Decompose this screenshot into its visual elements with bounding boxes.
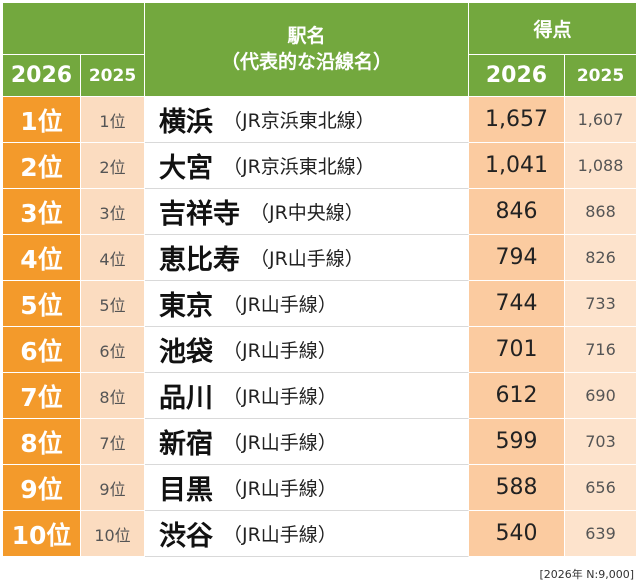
table-row: 8位 7位 新宿 （JR山手線） 599 703 [3, 419, 637, 465]
station-cell: 品川 （JR山手線） [145, 373, 469, 419]
rank-2025-cell: 7位 [81, 419, 145, 465]
station-name: 東京 [159, 291, 213, 322]
station-header: 駅名 （代表的な沿線名） [145, 3, 469, 97]
table-row: 9位 9位 目黒 （JR山手線） 588 656 [3, 465, 637, 511]
score-2026-cell: 588 [469, 465, 565, 511]
rank-2025-cell: 8位 [81, 373, 145, 419]
rank-2025-cell: 9位 [81, 465, 145, 511]
station-line: （JR山手線） [223, 340, 337, 362]
rank-2026-cell: 6位 [3, 327, 81, 373]
station-header-subtitle: （代表的な沿線名） [220, 50, 392, 73]
table-header: 駅名 （代表的な沿線名） 得点 2026 2025 2026 2025 [3, 3, 637, 97]
station-cell: 目黒 （JR山手線） [145, 465, 469, 511]
rank-2026-cell: 7位 [3, 373, 81, 419]
table-row: 2位 2位 大宮 （JR京浜東北線） 1,041 1,088 [3, 143, 637, 189]
score-2025-header: 2025 [565, 55, 637, 97]
table-body: 1位 1位 横浜 （JR京浜東北線） 1,657 1,607 2位 2位 大宮 （JR京浜東北線）… [3, 97, 637, 557]
score-2026-header: 2026 [469, 55, 565, 97]
score-2026-cell: 701 [469, 327, 565, 373]
score-2025-cell: 690 [565, 373, 637, 419]
rank-2025-cell: 2位 [81, 143, 145, 189]
rank-2025-cell: 3位 [81, 189, 145, 235]
rank-2025-header: 2025 [81, 55, 145, 97]
station-name: 横浜 [159, 107, 213, 138]
station-cell: 吉祥寺 （JR中央線） [145, 189, 469, 235]
station-cell: 渋谷 （JR山手線） [145, 511, 469, 557]
score-2025-cell: 703 [565, 419, 637, 465]
ranking-table: 駅名 （代表的な沿線名） 得点 2026 2025 2026 2025 1位 1位… [3, 3, 637, 557]
station-cell: 大宮 （JR京浜東北線） [145, 143, 469, 189]
station-header-title: 駅名 [287, 24, 326, 47]
rank-2026-cell: 8位 [3, 419, 81, 465]
station-name: 渋谷 [159, 521, 213, 552]
rank-2026-cell: 10位 [3, 511, 81, 557]
rank-2025-cell: 4位 [81, 235, 145, 281]
station-name: 池袋 [159, 337, 213, 368]
table-row: 4位 4位 恵比寿 （JR山手線） 794 826 [3, 235, 637, 281]
rank-2025-cell: 10位 [81, 511, 145, 557]
rank-header-blank [3, 3, 145, 55]
station-cell: 新宿 （JR山手線） [145, 419, 469, 465]
table-row: 3位 3位 吉祥寺 （JR中央線） 846 868 [3, 189, 637, 235]
station-cell: 横浜 （JR京浜東北線） [145, 97, 469, 143]
score-2026-cell: 846 [469, 189, 565, 235]
station-line: （JR山手線） [223, 478, 337, 500]
score-2025-cell: 656 [565, 465, 637, 511]
score-header: 得点 [469, 3, 637, 55]
rank-2026-cell: 5位 [3, 281, 81, 327]
score-2026-cell: 612 [469, 373, 565, 419]
score-2025-cell: 639 [565, 511, 637, 557]
score-2026-cell: 794 [469, 235, 565, 281]
table-row: 5位 5位 東京 （JR山手線） 744 733 [3, 281, 637, 327]
rank-2026-cell: 1位 [3, 97, 81, 143]
station-name: 恵比寿 [159, 245, 240, 276]
score-2025-cell: 1,088 [565, 143, 637, 189]
station-line: （JR山手線） [223, 386, 337, 408]
station-line: （JR中央線） [250, 202, 364, 224]
rank-2026-cell: 2位 [3, 143, 81, 189]
rank-2026-cell: 3位 [3, 189, 81, 235]
score-2025-cell: 733 [565, 281, 637, 327]
table-row: 10位 10位 渋谷 （JR山手線） 540 639 [3, 511, 637, 557]
sample-size-note: [2026年 N:9,000] [539, 568, 635, 581]
score-2026-cell: 1,657 [469, 97, 565, 143]
rank-2025-cell: 6位 [81, 327, 145, 373]
score-2025-cell: 826 [565, 235, 637, 281]
station-name: 大宮 [159, 153, 213, 184]
station-line: （JR山手線） [250, 248, 364, 270]
station-line: （JR京浜東北線） [223, 110, 375, 132]
table-row: 6位 6位 池袋 （JR山手線） 701 716 [3, 327, 637, 373]
station-cell: 東京 （JR山手線） [145, 281, 469, 327]
station-cell: 恵比寿 （JR山手線） [145, 235, 469, 281]
rank-2025-cell: 1位 [81, 97, 145, 143]
score-2026-cell: 540 [469, 511, 565, 557]
station-line: （JR山手線） [223, 294, 337, 316]
rank-2026-header: 2026 [3, 55, 81, 97]
station-line: （JR京浜東北線） [223, 156, 375, 178]
score-2026-cell: 599 [469, 419, 565, 465]
station-name: 吉祥寺 [159, 199, 240, 230]
score-2025-cell: 868 [565, 189, 637, 235]
station-line: （JR山手線） [223, 524, 337, 546]
table-row: 7位 8位 品川 （JR山手線） 612 690 [3, 373, 637, 419]
score-2025-cell: 716 [565, 327, 637, 373]
rank-2025-cell: 5位 [81, 281, 145, 327]
station-name: 目黒 [159, 475, 213, 506]
rank-2026-cell: 4位 [3, 235, 81, 281]
rank-2026-cell: 9位 [3, 465, 81, 511]
score-2026-cell: 744 [469, 281, 565, 327]
station-name: 品川 [159, 383, 213, 414]
score-2025-cell: 1,607 [565, 97, 637, 143]
score-2026-cell: 1,041 [469, 143, 565, 189]
station-name: 新宿 [159, 429, 213, 460]
station-line: （JR山手線） [223, 432, 337, 454]
station-cell: 池袋 （JR山手線） [145, 327, 469, 373]
table-row: 1位 1位 横浜 （JR京浜東北線） 1,657 1,607 [3, 97, 637, 143]
